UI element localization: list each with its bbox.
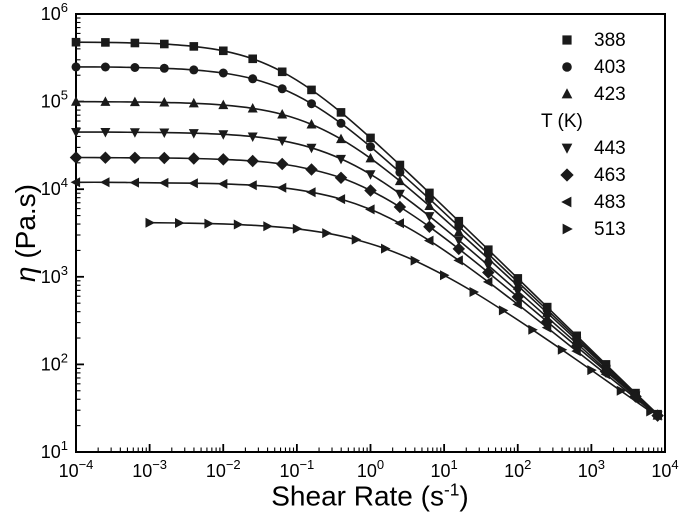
legend-marker-triangle-down (561, 143, 573, 154)
legend-label: 403 (594, 57, 626, 78)
legend-label: 483 (594, 192, 626, 213)
curve-483 (75, 181, 659, 417)
y-axis-ticks (76, 13, 84, 453)
y-axis-title-units: (Pa.s) (10, 183, 41, 267)
x-tick-label: 10−1 (279, 457, 314, 481)
x-tick-label: 104 (651, 457, 678, 481)
x-tick-label: 100 (357, 457, 384, 481)
legend-label: 513 (594, 219, 626, 240)
y-tick-label: 102 (41, 350, 68, 374)
legend-label: 423 (594, 84, 626, 105)
curve-463 (75, 156, 659, 417)
x-tick-label: 103 (578, 457, 605, 481)
legend-marker-circle (562, 62, 572, 72)
legend-marker-square (562, 35, 572, 45)
y-tick-label: 103 (41, 263, 68, 287)
legend-marker-diamond (560, 168, 574, 182)
legend-label: 388 (594, 30, 626, 51)
x-tick-label: 10−3 (132, 457, 167, 481)
legend-marker-triangle-up (561, 88, 573, 99)
eta-symbol: η (10, 266, 41, 283)
x-tick-label: 102 (504, 457, 531, 481)
x-axis-title-text: Shear Rate (s (271, 480, 444, 512)
legend-label: 463 (594, 165, 626, 186)
y-tick-label: 104 (41, 175, 68, 199)
markers-403 (71, 62, 663, 421)
x-axis-title-close: ) (459, 480, 469, 512)
markers-443 (71, 128, 663, 422)
markers-388 (71, 37, 662, 419)
y-tick-labels: 101 102 103 104 105 106 (41, 0, 68, 462)
x-tick-labels: 10−4 10−3 10−2 10−1 100 101 102 103 104 (59, 457, 679, 481)
y-tick-label: 101 (41, 438, 68, 462)
legend-marker-triangle-right (562, 223, 573, 235)
markers-463 (69, 151, 664, 422)
x-tick-label: 10−2 (206, 457, 241, 481)
markers-483 (70, 177, 662, 421)
legend: 388 403 423 T (K) 443 463 483 513 (541, 30, 626, 240)
y-axis-title: η (Pa.s) (10, 184, 42, 282)
x-axis-title-superscript: -1 (443, 479, 460, 500)
y-tick-label: 106 (41, 0, 68, 24)
legend-title: T (K) (541, 111, 583, 132)
y-tick-label: 105 (41, 88, 68, 112)
legend-label: 443 (594, 138, 626, 159)
x-axis-ticks (75, 444, 666, 452)
markers-513 (145, 217, 656, 417)
plot-frame (75, 13, 666, 453)
series-markers (69, 37, 664, 422)
x-tick-label: 10−4 (59, 457, 94, 481)
legend-marker-triangle-left (561, 196, 572, 208)
x-tick-label: 101 (430, 457, 457, 481)
curve-513 (148, 221, 652, 413)
x-axis-title: Shear Rate (s-1) (271, 479, 469, 512)
